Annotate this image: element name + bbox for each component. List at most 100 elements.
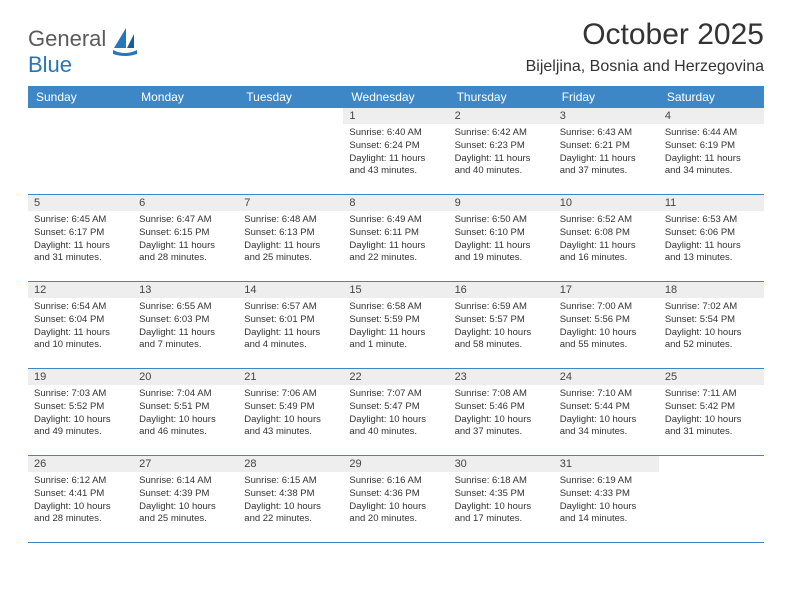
cell-body: Sunrise: 6:16 AMSunset: 4:36 PMDaylight:…	[343, 472, 448, 530]
calendar-cell: 21Sunrise: 7:06 AMSunset: 5:49 PMDayligh…	[238, 369, 343, 455]
week-row: 19Sunrise: 7:03 AMSunset: 5:52 PMDayligh…	[28, 369, 764, 456]
header: General Blue October 2025 Bijeljina, Bos…	[28, 18, 764, 78]
cell-body: Sunrise: 6:59 AMSunset: 5:57 PMDaylight:…	[449, 298, 554, 356]
cell-body: Sunrise: 6:43 AMSunset: 6:21 PMDaylight:…	[554, 124, 659, 182]
calendar-cell	[133, 108, 238, 194]
sunset-line: Sunset: 6:23 PM	[455, 140, 548, 153]
day-number: 22	[343, 369, 448, 385]
calendar: SundayMondayTuesdayWednesdayThursdayFrid…	[28, 86, 764, 543]
daylight-line: Daylight: 10 hours and 28 minutes.	[34, 501, 127, 527]
calendar-cell: 15Sunrise: 6:58 AMSunset: 5:59 PMDayligh…	[343, 282, 448, 368]
cell-body: Sunrise: 6:57 AMSunset: 6:01 PMDaylight:…	[238, 298, 343, 356]
calendar-cell: 6Sunrise: 6:47 AMSunset: 6:15 PMDaylight…	[133, 195, 238, 281]
sunrise-line: Sunrise: 7:07 AM	[349, 388, 442, 401]
daylight-line: Daylight: 10 hours and 17 minutes.	[455, 501, 548, 527]
sunset-line: Sunset: 5:59 PM	[349, 314, 442, 327]
sail-icon	[112, 26, 138, 61]
day-number: 9	[449, 195, 554, 211]
calendar-cell	[659, 456, 764, 542]
day-number: 8	[343, 195, 448, 211]
daylight-line: Daylight: 10 hours and 37 minutes.	[455, 414, 548, 440]
day-number: 3	[554, 108, 659, 124]
daylight-line: Daylight: 11 hours and 7 minutes.	[139, 327, 232, 353]
day-header-cell: Wednesday	[343, 86, 448, 108]
sunset-line: Sunset: 5:56 PM	[560, 314, 653, 327]
sunrise-line: Sunrise: 7:11 AM	[665, 388, 758, 401]
cell-body: Sunrise: 6:45 AMSunset: 6:17 PMDaylight:…	[28, 211, 133, 269]
cell-body: Sunrise: 7:03 AMSunset: 5:52 PMDaylight:…	[28, 385, 133, 443]
sunrise-line: Sunrise: 6:18 AM	[455, 475, 548, 488]
day-number: 5	[28, 195, 133, 211]
calendar-cell: 24Sunrise: 7:10 AMSunset: 5:44 PMDayligh…	[554, 369, 659, 455]
sunset-line: Sunset: 6:10 PM	[455, 227, 548, 240]
day-number: 19	[28, 369, 133, 385]
cell-body: Sunrise: 7:04 AMSunset: 5:51 PMDaylight:…	[133, 385, 238, 443]
day-number: 24	[554, 369, 659, 385]
calendar-cell: 30Sunrise: 6:18 AMSunset: 4:35 PMDayligh…	[449, 456, 554, 542]
daylight-line: Daylight: 10 hours and 55 minutes.	[560, 327, 653, 353]
daylight-line: Daylight: 11 hours and 1 minute.	[349, 327, 442, 353]
day-number: 23	[449, 369, 554, 385]
calendar-cell: 17Sunrise: 7:00 AMSunset: 5:56 PMDayligh…	[554, 282, 659, 368]
daylight-line: Daylight: 11 hours and 10 minutes.	[34, 327, 127, 353]
cell-body: Sunrise: 6:49 AMSunset: 6:11 PMDaylight:…	[343, 211, 448, 269]
sunrise-line: Sunrise: 7:00 AM	[560, 301, 653, 314]
location: Bijeljina, Bosnia and Herzegovina	[526, 58, 764, 76]
day-header-row: SundayMondayTuesdayWednesdayThursdayFrid…	[28, 86, 764, 108]
sunrise-line: Sunrise: 6:48 AM	[244, 214, 337, 227]
sunrise-line: Sunrise: 6:53 AM	[665, 214, 758, 227]
sunrise-line: Sunrise: 6:58 AM	[349, 301, 442, 314]
cell-body: Sunrise: 7:06 AMSunset: 5:49 PMDaylight:…	[238, 385, 343, 443]
sunrise-line: Sunrise: 6:14 AM	[139, 475, 232, 488]
day-number: 31	[554, 456, 659, 472]
cell-body: Sunrise: 6:44 AMSunset: 6:19 PMDaylight:…	[659, 124, 764, 182]
calendar-cell: 19Sunrise: 7:03 AMSunset: 5:52 PMDayligh…	[28, 369, 133, 455]
calendar-cell: 14Sunrise: 6:57 AMSunset: 6:01 PMDayligh…	[238, 282, 343, 368]
sunset-line: Sunset: 6:15 PM	[139, 227, 232, 240]
sunrise-line: Sunrise: 6:42 AM	[455, 127, 548, 140]
cell-body: Sunrise: 7:07 AMSunset: 5:47 PMDaylight:…	[343, 385, 448, 443]
sunset-line: Sunset: 4:36 PM	[349, 488, 442, 501]
day-number: 13	[133, 282, 238, 298]
daylight-line: Daylight: 10 hours and 22 minutes.	[244, 501, 337, 527]
sunrise-line: Sunrise: 7:08 AM	[455, 388, 548, 401]
daylight-line: Daylight: 10 hours and 34 minutes.	[560, 414, 653, 440]
day-header-cell: Sunday	[28, 86, 133, 108]
day-number: 4	[659, 108, 764, 124]
calendar-cell: 13Sunrise: 6:55 AMSunset: 6:03 PMDayligh…	[133, 282, 238, 368]
sunrise-line: Sunrise: 6:45 AM	[34, 214, 127, 227]
daylight-line: Daylight: 10 hours and 40 minutes.	[349, 414, 442, 440]
sunrise-line: Sunrise: 6:19 AM	[560, 475, 653, 488]
calendar-cell: 25Sunrise: 7:11 AMSunset: 5:42 PMDayligh…	[659, 369, 764, 455]
sunset-line: Sunset: 6:08 PM	[560, 227, 653, 240]
title-block: October 2025 Bijeljina, Bosnia and Herze…	[526, 18, 764, 76]
daylight-line: Daylight: 10 hours and 52 minutes.	[665, 327, 758, 353]
cell-body: Sunrise: 6:40 AMSunset: 6:24 PMDaylight:…	[343, 124, 448, 182]
day-number: 20	[133, 369, 238, 385]
daylight-line: Daylight: 10 hours and 49 minutes.	[34, 414, 127, 440]
day-number: 11	[659, 195, 764, 211]
sunset-line: Sunset: 6:04 PM	[34, 314, 127, 327]
week-row: 1Sunrise: 6:40 AMSunset: 6:24 PMDaylight…	[28, 108, 764, 195]
sunrise-line: Sunrise: 6:59 AM	[455, 301, 548, 314]
sunrise-line: Sunrise: 6:47 AM	[139, 214, 232, 227]
calendar-cell: 26Sunrise: 6:12 AMSunset: 4:41 PMDayligh…	[28, 456, 133, 542]
sunrise-line: Sunrise: 7:03 AM	[34, 388, 127, 401]
sunrise-line: Sunrise: 6:52 AM	[560, 214, 653, 227]
sunset-line: Sunset: 4:33 PM	[560, 488, 653, 501]
brand-word-1: General	[28, 26, 106, 51]
daylight-line: Daylight: 11 hours and 16 minutes.	[560, 240, 653, 266]
cell-body: Sunrise: 6:42 AMSunset: 6:23 PMDaylight:…	[449, 124, 554, 182]
day-number: 18	[659, 282, 764, 298]
daylight-line: Daylight: 10 hours and 14 minutes.	[560, 501, 653, 527]
calendar-cell: 4Sunrise: 6:44 AMSunset: 6:19 PMDaylight…	[659, 108, 764, 194]
calendar-cell: 9Sunrise: 6:50 AMSunset: 6:10 PMDaylight…	[449, 195, 554, 281]
calendar-cell: 5Sunrise: 6:45 AMSunset: 6:17 PMDaylight…	[28, 195, 133, 281]
day-number: 21	[238, 369, 343, 385]
calendar-cell: 10Sunrise: 6:52 AMSunset: 6:08 PMDayligh…	[554, 195, 659, 281]
daylight-line: Daylight: 10 hours and 31 minutes.	[665, 414, 758, 440]
calendar-cell: 18Sunrise: 7:02 AMSunset: 5:54 PMDayligh…	[659, 282, 764, 368]
cell-body: Sunrise: 6:52 AMSunset: 6:08 PMDaylight:…	[554, 211, 659, 269]
sunset-line: Sunset: 4:39 PM	[139, 488, 232, 501]
sunset-line: Sunset: 4:35 PM	[455, 488, 548, 501]
